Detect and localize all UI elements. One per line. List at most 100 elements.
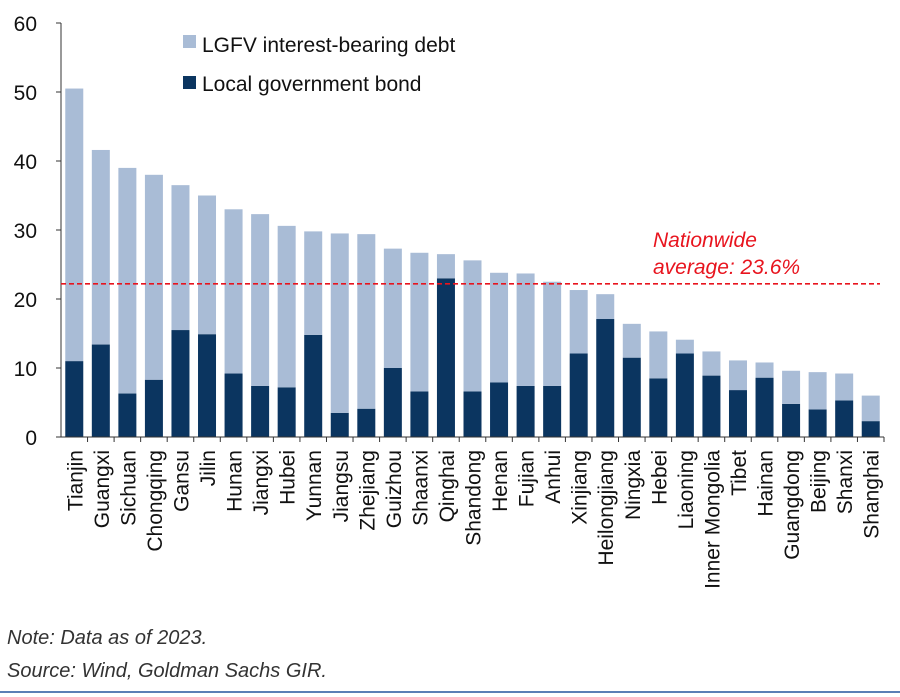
bars-group bbox=[65, 88, 880, 437]
bar-lgfv-beijing bbox=[808, 372, 827, 410]
x-tick-label: Zhejiang bbox=[356, 450, 379, 531]
bar-bond-fujian bbox=[516, 385, 535, 437]
reference-line-label-1: Nationwide bbox=[653, 229, 757, 252]
bar-bond-sichuan bbox=[118, 393, 137, 437]
bar-bond-zhejiang bbox=[357, 408, 376, 437]
axes-group bbox=[56, 22, 885, 442]
bar-lgfv-hainan bbox=[755, 362, 774, 378]
x-tick-label: Shanghai bbox=[861, 450, 884, 539]
x-tick-label: Hunan bbox=[224, 450, 247, 512]
bar-bond-hunan bbox=[224, 373, 243, 437]
x-tick-labels: Tianjin Guangxi Sichuan Chongqing Gansu Jilin… bbox=[64, 450, 883, 589]
x-tick-label: Gansu bbox=[170, 450, 193, 512]
x-tick-label: Jilin bbox=[197, 450, 220, 486]
bar-lgfv-guangxi bbox=[91, 149, 110, 345]
x-tick-label: Henan bbox=[489, 450, 512, 512]
bar-bond-anhui bbox=[543, 385, 562, 437]
x-tick-label: Jiangxi bbox=[250, 450, 273, 515]
bar-bond-gansu bbox=[171, 330, 190, 437]
x-tick-label: Hubei bbox=[277, 450, 300, 505]
x-tick-label: Tibet bbox=[728, 450, 751, 496]
bar-lgfv-anhui bbox=[543, 281, 562, 386]
bar-bond-henan bbox=[490, 382, 509, 437]
bar-lgfv-jiangsu bbox=[330, 233, 349, 413]
x-tick-label: Beijing bbox=[808, 450, 831, 513]
bar-lgfv-sichuan bbox=[118, 167, 137, 394]
bar-lgfv-guangdong bbox=[782, 370, 801, 404]
y-tick-label: 40 bbox=[14, 151, 37, 174]
bar-bond-guangxi bbox=[91, 344, 110, 437]
bar-bond-tianjin bbox=[65, 361, 84, 437]
x-tick-label: Guizhou bbox=[383, 450, 406, 528]
bar-lgfv-chongqing bbox=[144, 174, 163, 380]
bar-lgfv-shandong bbox=[463, 260, 482, 392]
x-tick-label: Guangdong bbox=[781, 450, 804, 560]
y-tick-labels: 0 10 20 30 40 50 60 bbox=[14, 13, 37, 450]
x-tick-label: Sichuan bbox=[117, 450, 140, 526]
bar-bond-guizhou bbox=[383, 368, 402, 437]
reference-line-label-2: average: 23.6% bbox=[653, 256, 800, 279]
bar-bond-tibet bbox=[728, 390, 747, 437]
bar-bond-jilin bbox=[198, 334, 217, 437]
bar-lgfv-jilin bbox=[198, 195, 217, 335]
bar-lgfv-tibet bbox=[728, 360, 747, 391]
bar-bond-qinghai bbox=[436, 278, 455, 437]
bar-bond-jiangxi bbox=[251, 385, 270, 437]
bar-lgfv-jiangxi bbox=[251, 214, 270, 386]
x-tick-label: Jiangsu bbox=[330, 450, 353, 522]
bar-bond-shanxi bbox=[835, 400, 854, 437]
x-tick-label: Tianjin bbox=[64, 450, 87, 511]
x-tick-label: Xinjiang bbox=[569, 450, 592, 525]
x-tick-label: Chongqing bbox=[144, 450, 167, 552]
bar-bond-beijing bbox=[808, 409, 827, 437]
chart-source: Source: Wind, Goldman Sachs GIR. bbox=[7, 660, 327, 682]
bar-bond-liaoning bbox=[675, 353, 694, 437]
bar-lgfv-zhejiang bbox=[357, 234, 376, 409]
y-tick-label: 20 bbox=[14, 289, 37, 312]
x-tick-label: Inner Mongolia bbox=[701, 450, 724, 589]
stacked-bar-chart: Tianjin Guangxi Sichuan Chongqing Gansu Jilin… bbox=[14, 13, 885, 589]
bar-bond-yunnan bbox=[304, 334, 323, 437]
bar-lgfv-shanxi bbox=[835, 373, 854, 401]
bar-bond-shandong bbox=[463, 391, 482, 437]
legend-swatch-lgfv bbox=[183, 35, 196, 48]
y-tick-label: 60 bbox=[14, 13, 37, 36]
bar-lgfv-heilongjiang bbox=[596, 294, 615, 320]
x-tick-label: Shaanxi bbox=[409, 450, 432, 526]
bar-bond-jiangsu bbox=[330, 412, 349, 437]
bar-lgfv-shaanxi bbox=[410, 252, 429, 392]
bar-lgfv-liaoning bbox=[675, 339, 694, 354]
x-tick-label: Hebei bbox=[648, 450, 671, 505]
x-tick-label: Shanxi bbox=[834, 450, 857, 514]
bar-bond-inner-mongolia bbox=[702, 375, 721, 437]
bar-lgfv-henan bbox=[490, 272, 509, 383]
x-tick-label: Ningxia bbox=[622, 450, 645, 520]
x-tick-label: Heilongjiang bbox=[595, 450, 618, 566]
y-tick-label: 10 bbox=[14, 358, 37, 381]
x-tick-label: Liaoning bbox=[675, 450, 698, 529]
x-tick-label: Shandong bbox=[463, 450, 486, 546]
bar-bond-chongqing bbox=[144, 379, 163, 437]
x-tick-label: Guangxi bbox=[91, 450, 114, 528]
y-tick-label: 50 bbox=[14, 82, 37, 105]
bar-lgfv-xinjiang bbox=[569, 290, 588, 354]
bar-bond-hubei bbox=[277, 387, 296, 437]
x-tick-label: Yunnan bbox=[303, 450, 326, 521]
x-tick-label: Anhui bbox=[542, 450, 565, 504]
legend-label-bond: Local government bond bbox=[202, 73, 422, 96]
legend-swatch-bond bbox=[183, 76, 196, 89]
bar-lgfv-gansu bbox=[171, 185, 190, 331]
legend-label-lgfv: LGFV interest-bearing debt bbox=[202, 34, 455, 57]
bar-lgfv-shanghai bbox=[861, 395, 880, 422]
y-tick-label: 0 bbox=[25, 427, 37, 450]
bottom-divider bbox=[0, 691, 900, 693]
x-tick-label: Hainan bbox=[755, 450, 778, 517]
bar-bond-shaanxi bbox=[410, 391, 429, 437]
bar-lgfv-inner-mongolia bbox=[702, 351, 721, 376]
bar-lgfv-tianjin bbox=[65, 88, 84, 362]
y-tick-label: 30 bbox=[14, 220, 37, 243]
bar-lgfv-hunan bbox=[224, 209, 243, 374]
x-tick-label: Qinghai bbox=[436, 450, 459, 522]
bar-bond-ningxia bbox=[622, 357, 641, 437]
bar-bond-shanghai bbox=[861, 421, 880, 437]
